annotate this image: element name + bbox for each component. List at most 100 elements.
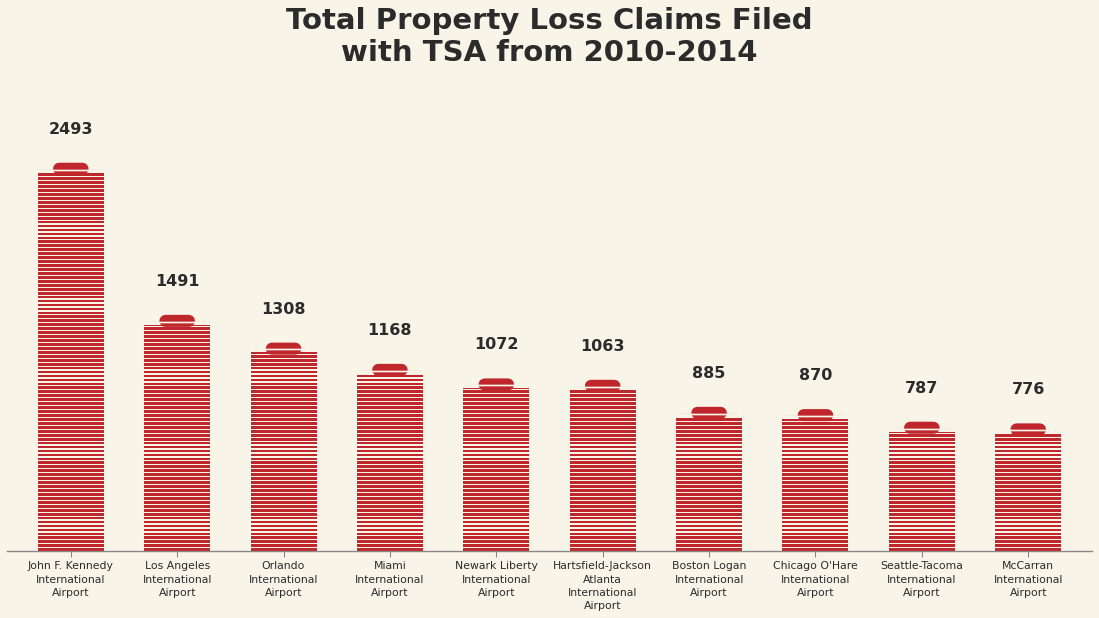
Bar [37,185,103,188]
Bar [569,489,635,492]
Bar [144,457,210,460]
Bar [251,406,317,409]
Bar [676,418,742,421]
Bar [144,505,210,507]
Bar [144,540,210,543]
Bar [464,442,530,444]
Bar [37,240,103,243]
Bar [37,252,103,255]
Bar [464,450,530,452]
Bar [37,256,103,259]
Bar [357,434,423,436]
Bar [37,394,103,397]
Bar [676,544,742,547]
Bar [251,481,317,484]
Bar [357,513,423,515]
Bar [464,536,530,539]
Bar [357,517,423,520]
Bar [37,485,103,488]
Bar [676,540,742,543]
Bar [144,489,210,492]
Bar [251,450,317,452]
Bar [251,399,317,401]
Bar [144,517,210,520]
Bar [782,462,848,464]
Bar [144,493,210,496]
Bar [676,525,742,527]
Bar [357,536,423,539]
Bar [889,536,955,539]
Bar [464,477,530,480]
Bar [144,473,210,476]
Bar [782,528,848,531]
Bar [996,438,1062,441]
Text: 2493: 2493 [48,122,93,137]
Bar [37,536,103,539]
Bar [37,303,103,307]
Bar [357,399,423,401]
Bar [251,391,317,393]
Bar [37,288,103,290]
Bar [464,544,530,547]
Bar [357,383,423,385]
Bar [889,481,955,484]
Bar [889,485,955,488]
Bar [676,426,742,429]
Bar [144,371,210,373]
Bar [889,438,955,441]
Bar [144,394,210,397]
Bar [889,533,955,535]
Bar [676,548,742,551]
Bar [37,201,103,204]
Bar [357,505,423,507]
Bar [569,493,635,496]
Bar [357,540,423,543]
Bar [569,544,635,547]
Bar [144,477,210,480]
Bar [37,323,103,326]
Bar [251,379,317,381]
Bar [144,426,210,429]
Bar [569,422,635,425]
Title: Total Property Loss Claims Filed
with TSA from 2010-2014: Total Property Loss Claims Filed with TS… [286,7,813,67]
Bar [996,501,1062,504]
Bar [37,462,103,464]
Bar [251,430,317,433]
Bar [569,442,635,444]
Bar [357,375,423,378]
Bar [144,359,210,362]
Bar [464,422,530,425]
Bar [996,446,1062,449]
Bar [569,501,635,504]
Bar [251,493,317,496]
Bar [464,521,530,523]
Bar [357,481,423,484]
Bar [357,489,423,492]
Bar [37,509,103,512]
Bar [251,446,317,449]
Bar [357,402,423,405]
Bar [251,366,317,370]
Bar [569,477,635,480]
Bar [357,394,423,397]
Bar [251,402,317,405]
Bar [676,473,742,476]
Bar [569,517,635,520]
Bar [37,410,103,413]
Bar [569,426,635,429]
Bar [889,473,955,476]
Bar [996,521,1062,523]
Bar [996,493,1062,496]
Bar [37,296,103,298]
Bar [464,533,530,535]
Bar [37,418,103,421]
Bar [37,544,103,547]
Bar [782,470,848,472]
Bar [676,442,742,444]
Bar [889,477,955,480]
Text: 1168: 1168 [368,323,412,338]
Bar [569,406,635,409]
Bar [782,477,848,480]
Bar [996,544,1062,547]
Bar [676,533,742,535]
